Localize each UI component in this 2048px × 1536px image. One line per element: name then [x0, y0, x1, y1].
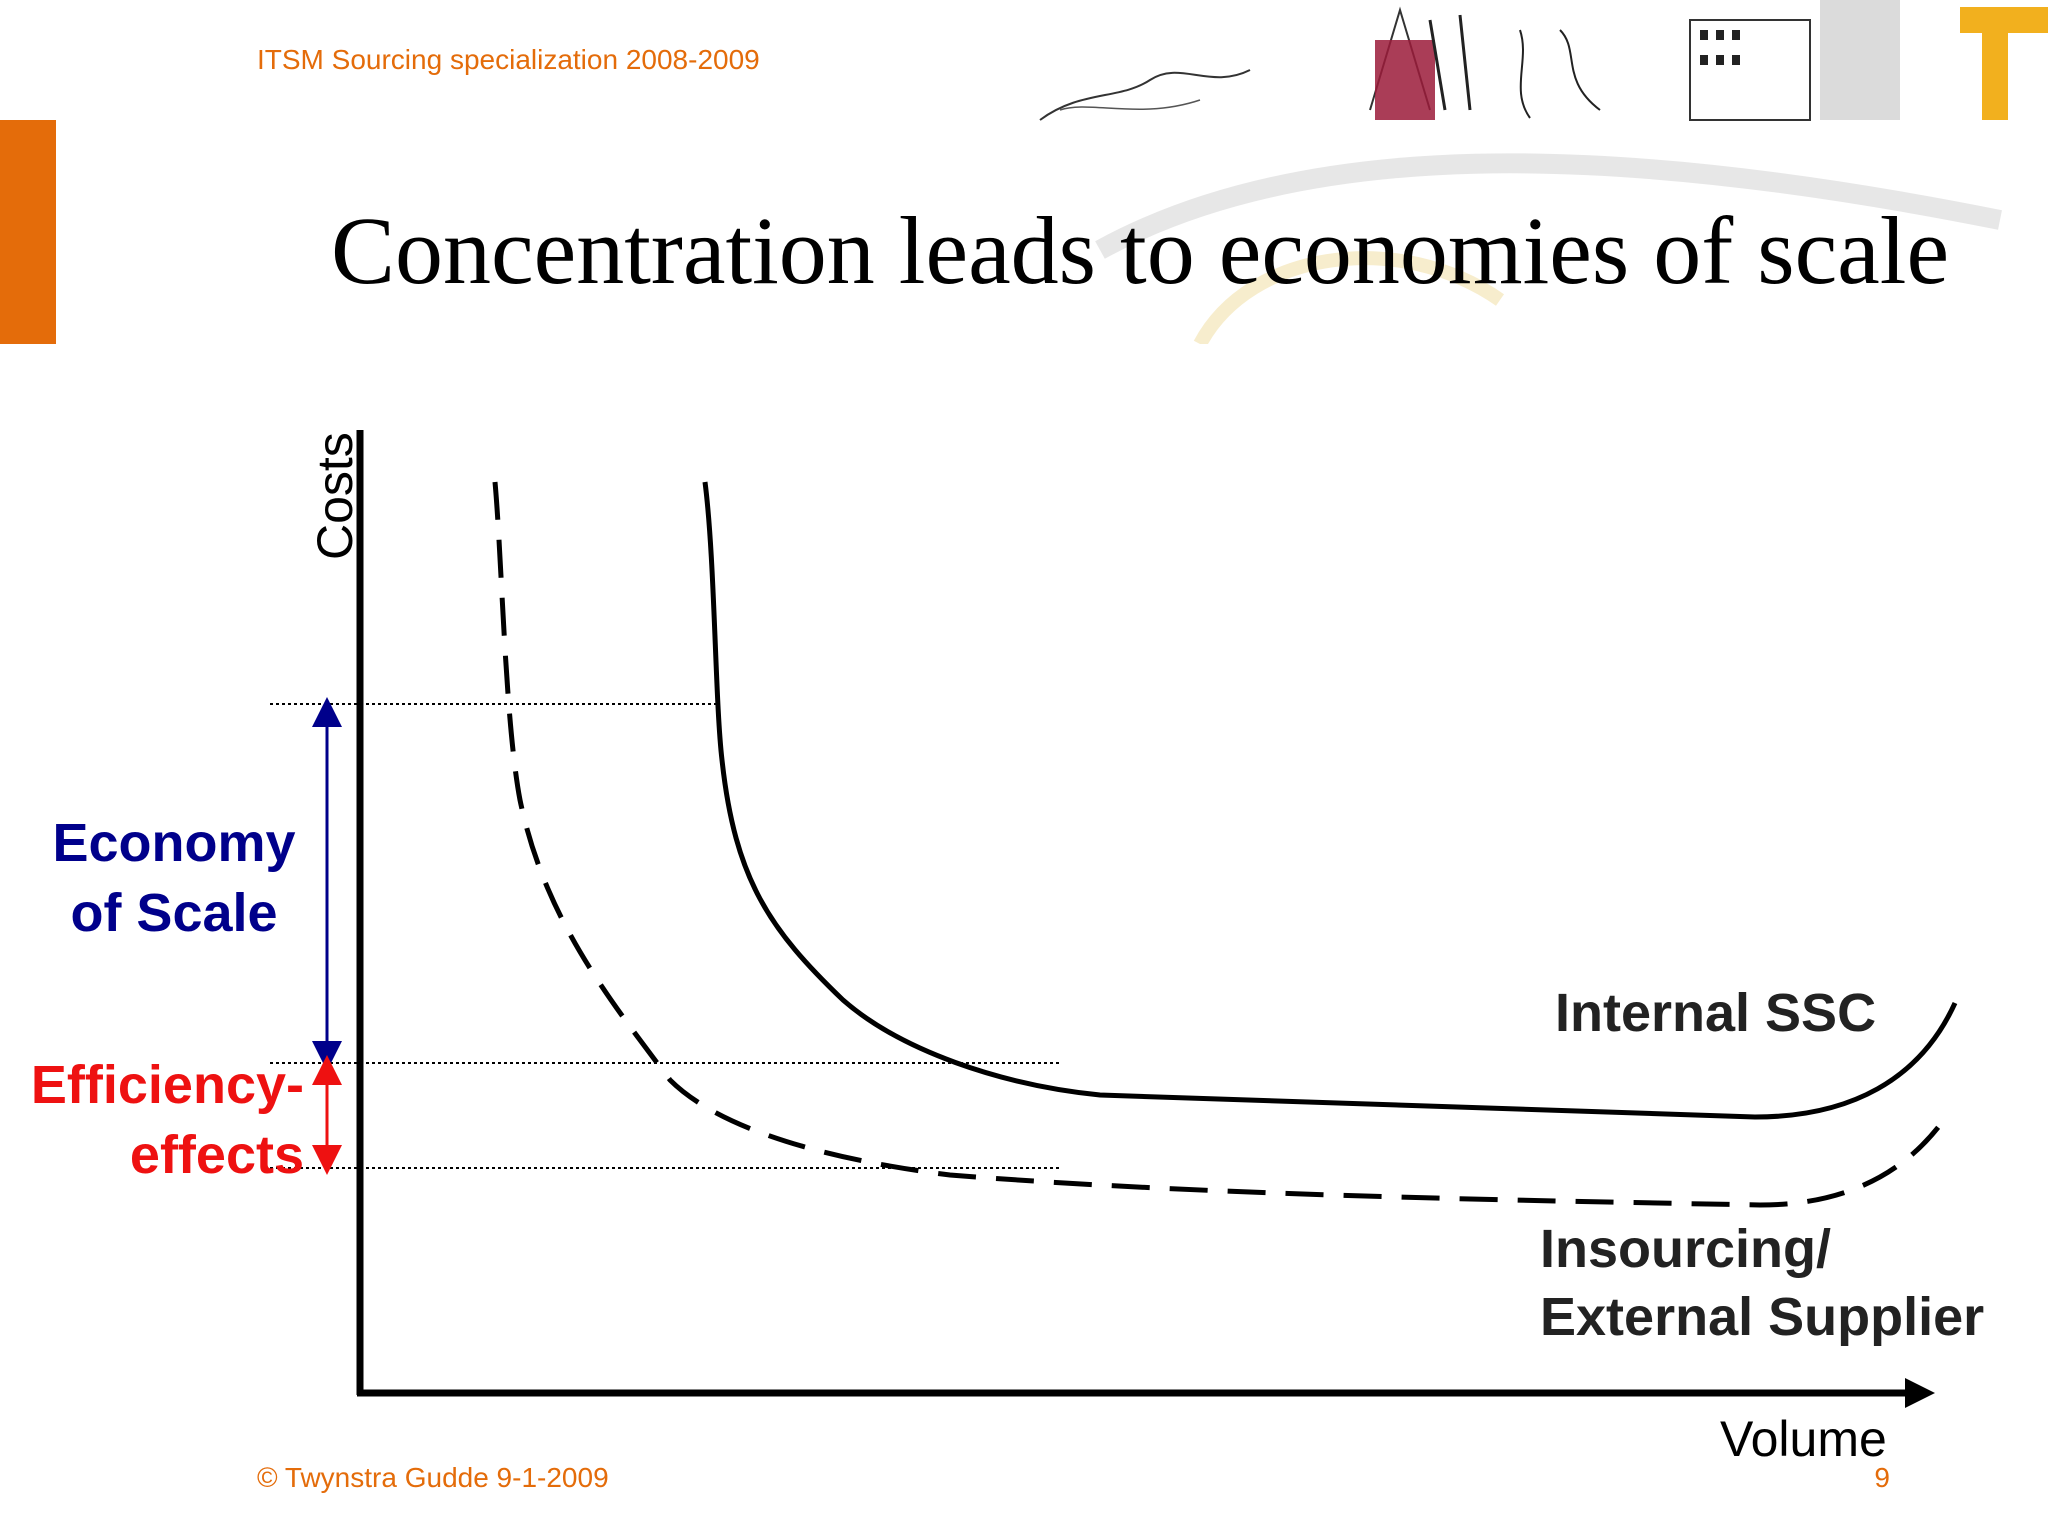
slide-title: Concentration leads to economies of scal… — [330, 197, 1950, 304]
efficiency-label-line1: Efficiency- — [30, 1055, 304, 1115]
efficiency-effects-label: Efficiency- effects — [14, 1050, 304, 1190]
economy-label-line1: Economy — [52, 813, 296, 873]
internal-ssc-curve — [702, 481, 1958, 1120]
header-sketch-artwork — [1039, 0, 2048, 344]
footer-copyright: © Twynstra Gudde 9-1-2009 — [257, 1462, 609, 1493]
economy-label-line2: of Scale — [70, 883, 278, 943]
y-axis-label: Costs — [307, 432, 363, 560]
accent-bar — [0, 120, 56, 344]
internal-ssc-label: Internal SSC — [1555, 983, 1877, 1043]
page-number: 9 — [1874, 1462, 1890, 1493]
insourcing-external-curve — [492, 481, 1942, 1208]
economy-of-scale-label: Economy of Scale — [40, 808, 308, 948]
insourcing-external-label: Insourcing/ External Supplier — [1540, 1215, 1984, 1351]
external-label-line2: External Supplier — [1540, 1287, 1985, 1347]
external-label-line1: Insourcing/ — [1540, 1219, 1832, 1279]
x-axis-arrowhead — [1905, 1378, 1935, 1408]
header-course-title: ITSM Sourcing specialization 2008-2009 — [257, 44, 760, 75]
x-axis-label: Volume — [1720, 1411, 1887, 1467]
efficiency-label-line2: effects — [129, 1125, 304, 1185]
